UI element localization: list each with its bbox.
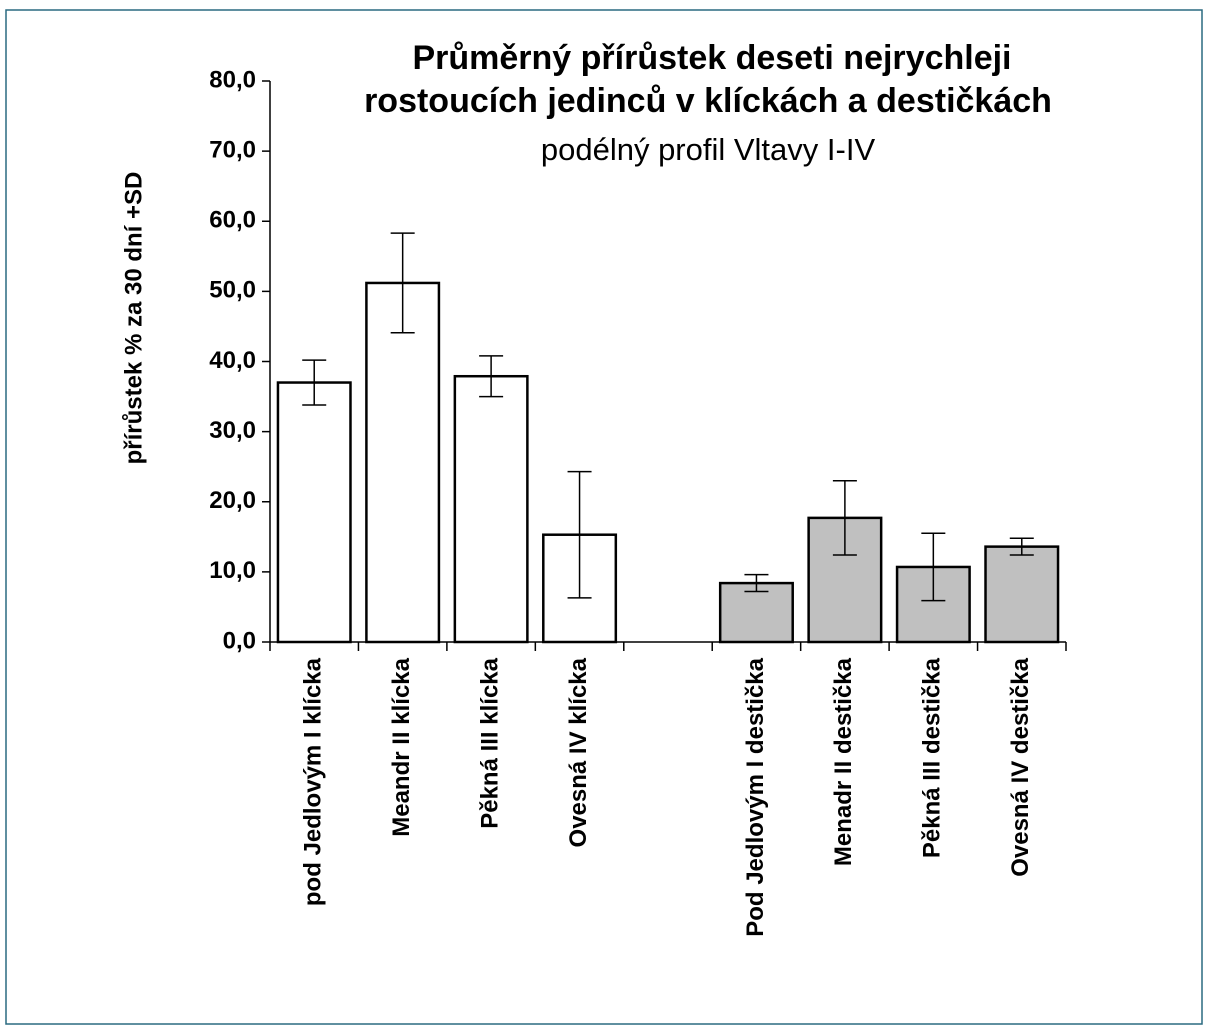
- bar: [807, 516, 883, 644]
- y-tick-label: 20,0: [209, 487, 256, 514]
- y-axis-label: přírůstek % za 30 dní +SD: [120, 172, 147, 465]
- chart-title: Průměrný přírůstek deseti nejrychleji: [412, 39, 1011, 77]
- frame: [5, 9, 1203, 1025]
- bar: [276, 381, 352, 644]
- bar: [984, 545, 1060, 644]
- x-tick-label: Pěkná III klícka: [476, 657, 503, 828]
- bar: [718, 581, 794, 644]
- y-tick-label: 70,0: [209, 136, 256, 163]
- x-tick-label: Pod Jedlovým I destička: [742, 657, 769, 936]
- x-tick-label: Ovesná IV destička: [1007, 657, 1034, 876]
- y-tick-label: 80,0: [209, 66, 256, 93]
- y-tick-label: 60,0: [209, 207, 256, 234]
- y-tick-label: 40,0: [209, 347, 256, 374]
- x-tick-label: pod Jedlovým I klícka: [300, 657, 327, 906]
- bar: [365, 281, 441, 644]
- chart-subtitle: podélný profil Vltavy I-IV: [541, 132, 876, 167]
- chart-title: rostoucích jedinců v klíckách a destičká…: [364, 82, 1052, 120]
- x-tick-label: Pěkná III destička: [919, 657, 946, 858]
- x-tick-label: Menadr II destička: [830, 657, 857, 866]
- y-tick-label: 0,0: [223, 627, 256, 654]
- y-tick-label: 50,0: [209, 277, 256, 304]
- bar: [453, 374, 529, 644]
- y-tick-label: 10,0: [209, 557, 256, 584]
- x-tick-label: Ovesná IV klícka: [565, 657, 592, 847]
- y-tick-label: 30,0: [209, 417, 256, 444]
- x-tick-label: Meandr II klícka: [388, 657, 415, 836]
